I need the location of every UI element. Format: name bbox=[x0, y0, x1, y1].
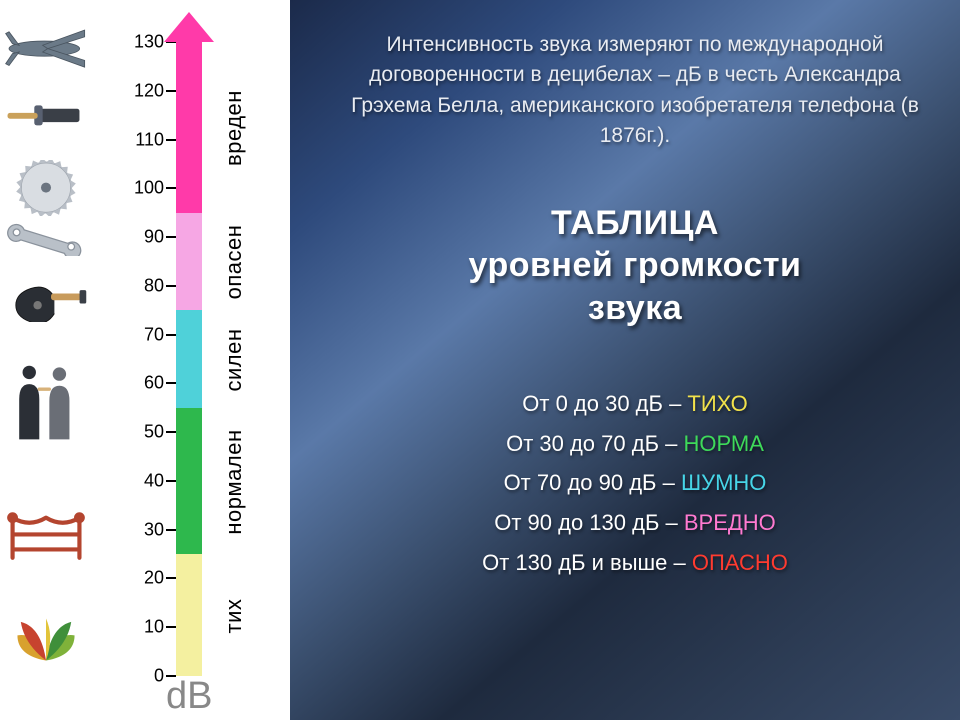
tick-mark bbox=[166, 382, 176, 384]
decibel-scale: 1301201101009080706050403020100 вреденоп… bbox=[0, 0, 290, 720]
icons-column bbox=[2, 0, 90, 720]
tick-label: 20 bbox=[144, 568, 164, 589]
tick-label: 100 bbox=[134, 178, 164, 199]
tick-label: 80 bbox=[144, 275, 164, 296]
tick-mark bbox=[166, 187, 176, 189]
range-prefix: От 90 до 130 дБ – bbox=[494, 510, 684, 535]
title-line-2: уровней громкости bbox=[469, 246, 802, 284]
tick-label: 110 bbox=[135, 129, 164, 150]
range-keyword: НОРМА bbox=[683, 431, 763, 456]
zone-bar bbox=[176, 310, 202, 408]
ticks-column: 1301201101009080706050403020100 bbox=[100, 0, 170, 720]
hammer-icon bbox=[2, 102, 90, 148]
bed-icon bbox=[2, 511, 90, 567]
main-title: ТАБЛИЦА уровней громкости звука bbox=[340, 202, 930, 330]
tick-label: 40 bbox=[144, 470, 164, 491]
zone-label: вреден bbox=[221, 90, 247, 166]
guitar-icon bbox=[2, 270, 90, 322]
tick-label: 60 bbox=[144, 373, 164, 394]
tick-label: 10 bbox=[144, 617, 164, 638]
zone-bar bbox=[176, 213, 202, 311]
tick-mark bbox=[166, 529, 176, 531]
db-unit-label: dB bbox=[166, 675, 212, 718]
range-prefix: От 30 до 70 дБ – bbox=[506, 431, 683, 456]
right-panel: Интенсивность звука измеряют по междунар… bbox=[290, 0, 960, 720]
airplane-icon bbox=[2, 20, 90, 84]
zone-label: силен bbox=[221, 328, 247, 391]
zone-label: опасен bbox=[221, 225, 247, 300]
range-prefix: От 70 до 90 дБ – bbox=[504, 470, 681, 495]
tick-label: 90 bbox=[144, 227, 164, 248]
tick-label: 30 bbox=[144, 519, 164, 540]
tick-mark bbox=[166, 480, 176, 482]
range-keyword: ШУМНО bbox=[681, 470, 766, 495]
tick-mark bbox=[166, 90, 176, 92]
arrow-up-icon bbox=[164, 12, 214, 42]
ranges-list: От 0 до 30 дБ – ТИХООт 30 до 70 дБ – НОР… bbox=[340, 384, 930, 582]
zone-bar bbox=[176, 42, 202, 213]
range-keyword: ВРЕДНО bbox=[684, 510, 776, 535]
tick-mark bbox=[166, 334, 176, 336]
leaves-icon bbox=[2, 605, 90, 669]
tick-label: 120 bbox=[134, 80, 164, 101]
zone-label: тих bbox=[221, 599, 247, 634]
range-prefix: От 0 до 30 дБ – bbox=[522, 391, 687, 416]
tick-mark bbox=[166, 236, 176, 238]
wrench-icon bbox=[2, 218, 90, 256]
title-line-1: ТАБЛИЦА bbox=[551, 204, 719, 242]
range-row: От 90 до 130 дБ – ВРЕДНО bbox=[340, 503, 930, 543]
left-panel: 1301201101009080706050403020100 вреденоп… bbox=[0, 0, 290, 720]
tick-mark bbox=[166, 285, 176, 287]
tick-mark bbox=[166, 431, 176, 433]
range-keyword: ТИХО bbox=[687, 391, 747, 416]
tick-label: 0 bbox=[154, 666, 164, 687]
tick-mark bbox=[166, 139, 176, 141]
range-keyword: ОПАСНО bbox=[692, 550, 788, 575]
saw-blade-icon bbox=[2, 160, 90, 216]
range-row: От 130 дБ и выше – ОПАСНО bbox=[340, 543, 930, 583]
range-row: От 0 до 30 дБ – ТИХО bbox=[340, 384, 930, 424]
tick-label: 70 bbox=[144, 324, 164, 345]
zone-label: нормален bbox=[221, 429, 247, 534]
intro-paragraph: Интенсивность звука измеряют по междунар… bbox=[340, 30, 930, 152]
tick-mark bbox=[166, 626, 176, 628]
tick-label: 130 bbox=[134, 32, 164, 53]
zone-bar bbox=[176, 554, 202, 676]
zone-bar bbox=[176, 408, 202, 554]
tick-label: 50 bbox=[144, 422, 164, 443]
range-row: От 30 до 70 дБ – НОРМА bbox=[340, 424, 930, 464]
tick-mark bbox=[166, 577, 176, 579]
title-line-3: звука bbox=[588, 289, 682, 327]
range-row: От 70 до 90 дБ – ШУМНО bbox=[340, 463, 930, 503]
range-prefix: От 130 дБ и выше – bbox=[482, 550, 692, 575]
people-talk-icon bbox=[2, 359, 90, 457]
